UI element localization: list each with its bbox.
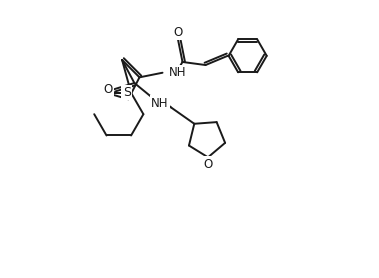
Text: O: O xyxy=(103,83,113,96)
Text: S: S xyxy=(123,86,131,99)
Text: NH: NH xyxy=(169,66,187,79)
Text: O: O xyxy=(204,158,213,171)
Text: O: O xyxy=(173,26,183,39)
Text: NH: NH xyxy=(151,97,169,110)
